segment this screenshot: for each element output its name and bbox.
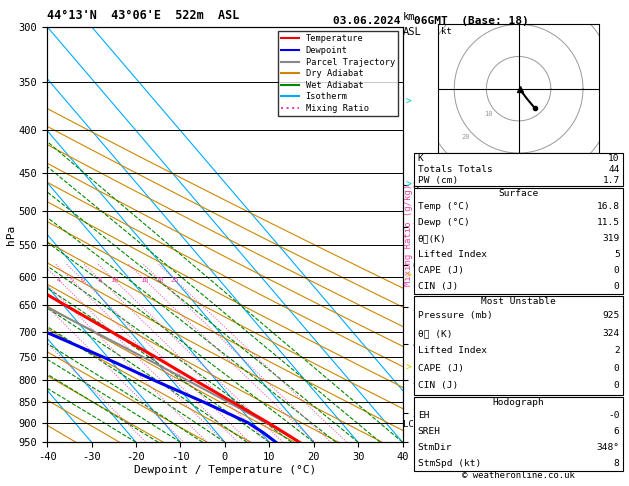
Text: km: km xyxy=(403,12,415,22)
Text: >: > xyxy=(406,97,411,106)
Text: CAPE (J): CAPE (J) xyxy=(418,266,464,275)
Text: StmSpd (kt): StmSpd (kt) xyxy=(418,459,481,468)
Text: θᴇ (K): θᴇ (K) xyxy=(418,329,452,338)
Text: 5: 5 xyxy=(69,277,74,282)
Text: Surface: Surface xyxy=(499,189,538,198)
Text: PW (cm): PW (cm) xyxy=(418,175,458,185)
Text: 25: 25 xyxy=(170,277,179,282)
Text: K: K xyxy=(418,154,423,163)
Text: Temp (°C): Temp (°C) xyxy=(418,202,469,211)
Text: SREH: SREH xyxy=(418,427,441,436)
Text: 319: 319 xyxy=(603,234,620,243)
Text: 2: 2 xyxy=(614,347,620,355)
Text: 324: 324 xyxy=(603,329,620,338)
X-axis label: Dewpoint / Temperature (°C): Dewpoint / Temperature (°C) xyxy=(134,465,316,475)
Text: 4: 4 xyxy=(56,277,60,282)
Legend: Temperature, Dewpoint, Parcel Trajectory, Dry Adiabat, Wet Adiabat, Isotherm, Mi: Temperature, Dewpoint, Parcel Trajectory… xyxy=(278,31,398,117)
Text: 30: 30 xyxy=(438,157,447,163)
Text: 8: 8 xyxy=(614,459,620,468)
Text: Hodograph: Hodograph xyxy=(493,398,545,407)
Text: LCL: LCL xyxy=(403,420,419,429)
Text: 0: 0 xyxy=(614,266,620,275)
Text: 16.8: 16.8 xyxy=(596,202,620,211)
Text: 6: 6 xyxy=(614,427,620,436)
Text: Lifted Index: Lifted Index xyxy=(418,250,487,259)
Text: CIN (J): CIN (J) xyxy=(418,382,458,390)
Text: >: > xyxy=(406,363,411,372)
Text: Mixing Ratio (g/kg): Mixing Ratio (g/kg) xyxy=(404,183,413,286)
Text: 0: 0 xyxy=(614,364,620,373)
Text: 10: 10 xyxy=(484,111,493,118)
Text: 44: 44 xyxy=(608,165,620,174)
Text: 20: 20 xyxy=(155,277,164,282)
Text: 10: 10 xyxy=(109,277,118,282)
Text: 44°13'N  43°06'E  522m  ASL: 44°13'N 43°06'E 522m ASL xyxy=(47,9,240,22)
Text: -0: -0 xyxy=(608,411,620,420)
Text: 0: 0 xyxy=(614,281,620,291)
Text: 6: 6 xyxy=(81,277,84,282)
Text: 1.7: 1.7 xyxy=(603,175,620,185)
Text: 0: 0 xyxy=(614,382,620,390)
Text: ASL: ASL xyxy=(403,27,421,37)
Text: Pressure (mb): Pressure (mb) xyxy=(418,312,493,320)
Text: 8: 8 xyxy=(97,277,102,282)
Text: 5: 5 xyxy=(614,250,620,259)
Text: Lifted Index: Lifted Index xyxy=(418,347,487,355)
Text: Totals Totals: Totals Totals xyxy=(418,165,493,174)
Text: >: > xyxy=(406,180,411,190)
Text: 16: 16 xyxy=(140,277,148,282)
Text: StmDir: StmDir xyxy=(418,443,452,452)
Text: © weatheronline.co.uk: © weatheronline.co.uk xyxy=(462,471,576,480)
Text: θᴇ(K): θᴇ(K) xyxy=(418,234,447,243)
Text: 11.5: 11.5 xyxy=(596,218,620,227)
Text: >: > xyxy=(406,271,411,281)
Text: CAPE (J): CAPE (J) xyxy=(418,364,464,373)
Text: 03.06.2024  06GMT  (Base: 18): 03.06.2024 06GMT (Base: 18) xyxy=(333,16,529,26)
Text: Dewp (°C): Dewp (°C) xyxy=(418,218,469,227)
Text: 20: 20 xyxy=(461,134,470,140)
Text: EH: EH xyxy=(418,411,429,420)
Text: 348°: 348° xyxy=(596,443,620,452)
Text: kt: kt xyxy=(442,27,452,36)
Text: CIN (J): CIN (J) xyxy=(418,281,458,291)
Y-axis label: hPa: hPa xyxy=(6,225,16,244)
Text: 10: 10 xyxy=(608,154,620,163)
Text: Most Unstable: Most Unstable xyxy=(481,297,556,306)
Text: 925: 925 xyxy=(603,312,620,320)
